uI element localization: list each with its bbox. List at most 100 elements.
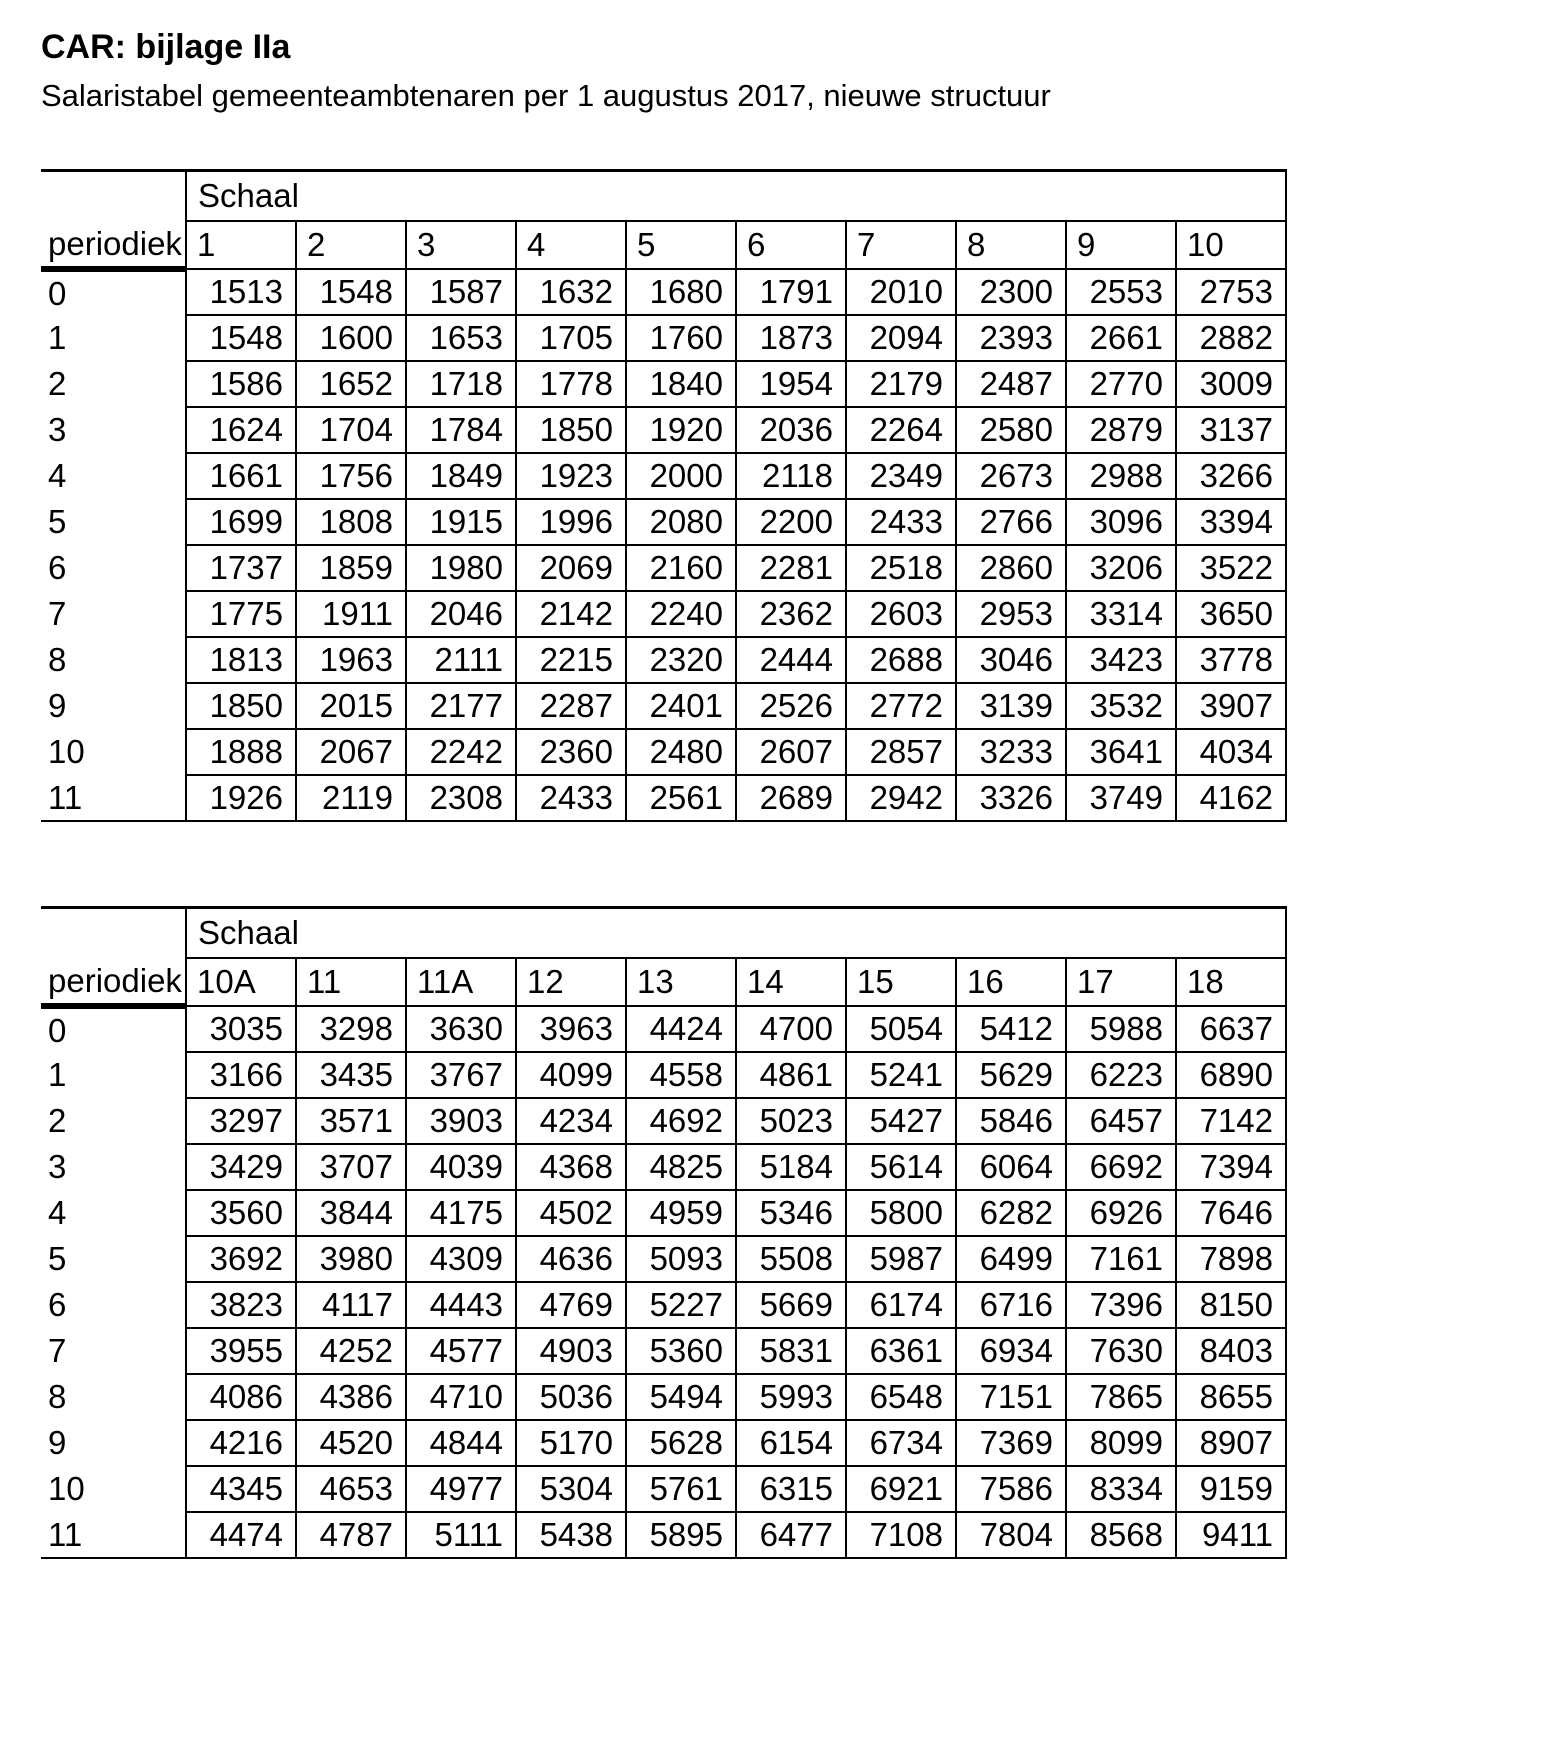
salary-value: 3009 <box>1175 360 1287 408</box>
salary-value: 5184 <box>735 1143 847 1191</box>
salary-value: 4162 <box>1175 774 1287 822</box>
salary-value: 1849 <box>405 452 517 500</box>
salary-value: 1850 <box>185 682 297 730</box>
salary-value: 7630 <box>1065 1327 1177 1375</box>
salary-value: 4474 <box>185 1511 297 1559</box>
salary-value: 2287 <box>515 682 627 730</box>
salary-value: 1600 <box>295 314 407 362</box>
salary-value: 1586 <box>185 360 297 408</box>
salary-value: 8403 <box>1175 1327 1287 1375</box>
salary-value: 6477 <box>735 1511 847 1559</box>
salary-value: 6890 <box>1175 1051 1287 1099</box>
periodiek-value: 2 <box>48 365 67 402</box>
salary-value: 2661 <box>1065 314 1177 362</box>
salary-value: 2689 <box>735 774 847 822</box>
salary-value: 5846 <box>955 1097 1067 1145</box>
salary-value: 2036 <box>735 406 847 454</box>
salary-value: 2857 <box>845 728 957 776</box>
table-row: 9 4216 4520 4844 5170 5628 <box>41 1419 1287 1467</box>
scale-column-header: 12 <box>515 957 627 1007</box>
salary-value: 3206 <box>1065 544 1177 592</box>
salary-value: 5987 <box>845 1235 957 1283</box>
periodiek-value: 5 <box>48 1240 67 1277</box>
periodiek-value: 8 <box>48 1378 67 1415</box>
salary-value: 5241 <box>845 1051 957 1099</box>
scale-column-header: 3 <box>405 220 517 270</box>
salary-value: 3394 <box>1175 498 1287 546</box>
salary-value: 1680 <box>625 268 737 316</box>
salary-value: 4787 <box>295 1511 407 1559</box>
salary-value: 1888 <box>185 728 297 776</box>
salary-value: 3903 <box>405 1097 517 1145</box>
table-row: 7 3955 4252 4577 4903 5360 <box>41 1327 1287 1375</box>
salary-value: 5093 <box>625 1235 737 1283</box>
scale-column-header: 8 <box>955 220 1067 270</box>
salary-value: 3435 <box>295 1051 407 1099</box>
salary-value: 1632 <box>515 268 627 316</box>
salary-value: 1813 <box>185 636 297 684</box>
salary-value: 3139 <box>955 682 1067 730</box>
salary-value: 2000 <box>625 452 737 500</box>
salary-value: 2360 <box>515 728 627 776</box>
schaal-group-row: Schaal <box>41 906 1287 959</box>
scale-column-header: 14 <box>735 957 847 1007</box>
table-row: 11 1926 2119 2308 2433 2561 <box>41 774 1287 822</box>
table-row: 2 3297 3571 3903 4234 4692 <box>41 1097 1287 1145</box>
salary-value: 2401 <box>625 682 737 730</box>
salary-value: 6174 <box>845 1281 957 1329</box>
salary-value: 1587 <box>405 268 517 316</box>
salary-value: 2580 <box>955 406 1067 454</box>
periodiek-value: 3 <box>48 1148 67 1185</box>
salary-value: 1652 <box>295 360 407 408</box>
salary-value: 4117 <box>295 1281 407 1329</box>
salary-value: 6716 <box>955 1281 1067 1329</box>
header-row: periodiek 10A 11 11A 12 13 <box>41 957 1287 1009</box>
salary-value: 3844 <box>295 1189 407 1237</box>
salary-value: 2177 <box>405 682 517 730</box>
table-row: 3 1624 1704 1784 1850 1920 <box>41 406 1287 454</box>
scale-column-header: 11A <box>405 957 517 1007</box>
table-row: 8 1813 1963 2111 2215 2320 <box>41 636 1287 684</box>
salary-value: 2480 <box>625 728 737 776</box>
salary-value: 4086 <box>185 1373 297 1421</box>
salary-value: 2069 <box>515 544 627 592</box>
periodiek-value: 6 <box>48 549 67 586</box>
salary-value: 4692 <box>625 1097 737 1145</box>
salary-value: 4636 <box>515 1235 627 1283</box>
salary-value: 3955 <box>185 1327 297 1375</box>
salary-value: 5427 <box>845 1097 957 1145</box>
scale-column-header: 1 <box>185 220 297 270</box>
salary-value: 1548 <box>295 268 407 316</box>
scale-column-header: 4 <box>515 220 627 270</box>
table-row: 10 4345 4653 4977 5304 5761 <box>41 1465 1287 1513</box>
table-row: 3 3429 3707 4039 4368 4825 <box>41 1143 1287 1191</box>
salary-value: 4653 <box>295 1465 407 1513</box>
periodiek-value: 7 <box>48 595 67 632</box>
table-row: 4 3560 3844 4175 4502 4959 <box>41 1189 1287 1237</box>
salary-value: 2142 <box>515 590 627 638</box>
salary-value: 1926 <box>185 774 297 822</box>
salary-value: 1840 <box>625 360 737 408</box>
salary-value: 2119 <box>295 774 407 822</box>
salary-value: 5614 <box>845 1143 957 1191</box>
salary-value: 7369 <box>955 1419 1067 1467</box>
salary-value: 2080 <box>625 498 737 546</box>
salary-value: 7396 <box>1065 1281 1177 1329</box>
salary-value: 5508 <box>735 1235 847 1283</box>
salary-value: 5988 <box>1065 1005 1177 1053</box>
salary-value: 2444 <box>735 636 847 684</box>
salary-value: 6934 <box>955 1327 1067 1375</box>
salary-value: 2487 <box>955 360 1067 408</box>
salary-value: 3035 <box>185 1005 297 1053</box>
salary-value: 4977 <box>405 1465 517 1513</box>
salary-value: 7804 <box>955 1511 1067 1559</box>
salary-value: 1699 <box>185 498 297 546</box>
salary-value: 2308 <box>405 774 517 822</box>
periodiek-value: 4 <box>48 1194 67 1231</box>
salary-value: 6499 <box>955 1235 1067 1283</box>
salary-value: 3137 <box>1175 406 1287 454</box>
salary-value: 4710 <box>405 1373 517 1421</box>
salary-value: 3314 <box>1065 590 1177 638</box>
salary-value: 2607 <box>735 728 847 776</box>
salary-value: 2753 <box>1175 268 1287 316</box>
